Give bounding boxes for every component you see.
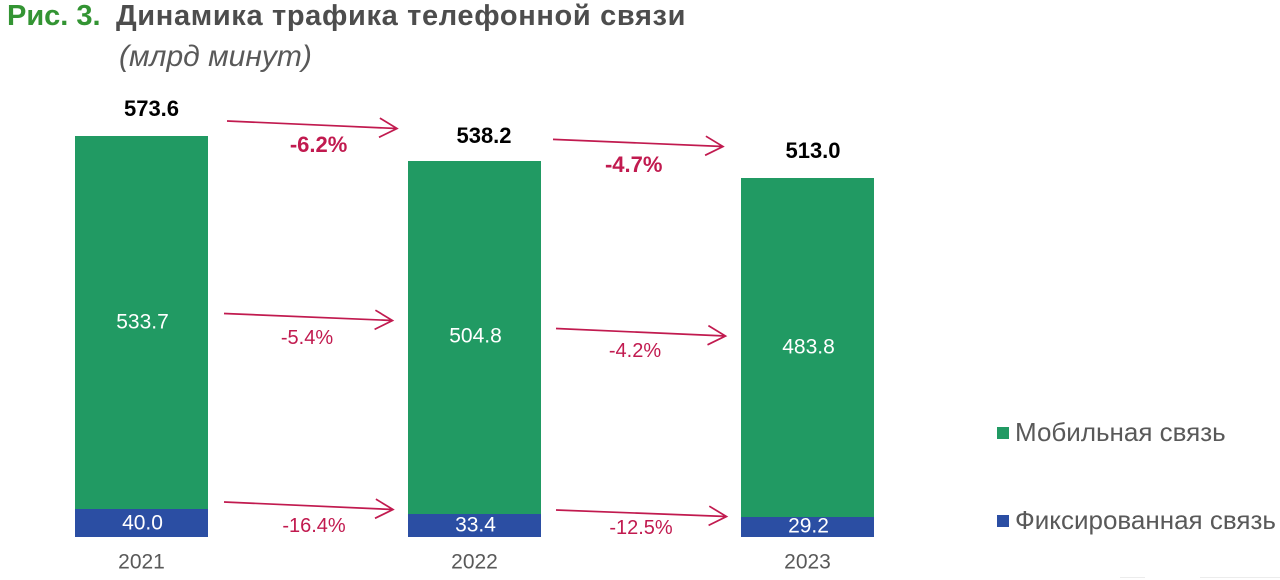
total-label-2023: 513.0 bbox=[785, 138, 841, 164]
change-label-total-2022-2023: -4.7% bbox=[604, 151, 663, 177]
legend-label-fixed: Фиксированная связь bbox=[1015, 504, 1276, 535]
bar-2021-mobile-segment bbox=[75, 135, 208, 510]
total-label-2022: 538.2 bbox=[456, 122, 512, 148]
figure-subtitle: (млрд минут) bbox=[119, 40, 312, 73]
value-label-2021-mobile: 533.7 bbox=[116, 310, 169, 334]
change-label-fixed-2022-2023: -12.5% bbox=[609, 517, 673, 540]
bar-2023-mobile-segment bbox=[741, 178, 874, 518]
value-label-2023-mobile: 483.8 bbox=[782, 335, 835, 359]
cropped-edge-line-left bbox=[1120, 576, 1145, 579]
legend-item-fixed: Фиксированная связь bbox=[997, 507, 1276, 535]
value-label-2023-fixed: 29.2 bbox=[788, 514, 829, 538]
change-label-fixed-2021-2022: -16.4% bbox=[282, 514, 346, 537]
total-label-2021: 573.6 bbox=[123, 95, 180, 121]
value-label-2022-fixed: 33.4 bbox=[455, 513, 496, 537]
legend-item-mobile: Мобильная связь bbox=[997, 419, 1226, 447]
change-label-mobile-2022-2023: -4.2% bbox=[608, 340, 662, 363]
legend-swatch-mobile bbox=[997, 427, 1009, 439]
bar-2022-fixed-segment bbox=[408, 513, 541, 538]
figure-title: Динамика трафика телефонной связи bbox=[116, 0, 687, 32]
bar-2021-fixed-segment bbox=[75, 508, 208, 538]
figure-number: Рис. 3. bbox=[7, 0, 101, 32]
cropped-edge-line-right bbox=[1200, 576, 1280, 579]
category-label-2023: 2023 bbox=[784, 550, 831, 574]
category-label-2021: 2021 bbox=[118, 550, 165, 574]
change-label-total-2021-2022: -6.2% bbox=[289, 131, 348, 157]
change-label-mobile-2021-2022: -5.4% bbox=[280, 327, 334, 350]
bar-2023-fixed-segment bbox=[741, 516, 874, 538]
value-label-2022-mobile: 504.8 bbox=[449, 324, 502, 348]
legend-swatch-fixed bbox=[997, 514, 1009, 527]
value-label-2021-fixed: 40.0 bbox=[122, 511, 163, 534]
legend-label-mobile: Мобильная связь bbox=[1015, 417, 1226, 447]
category-label-2022: 2022 bbox=[451, 550, 498, 574]
bar-2022-mobile-segment bbox=[408, 160, 541, 515]
